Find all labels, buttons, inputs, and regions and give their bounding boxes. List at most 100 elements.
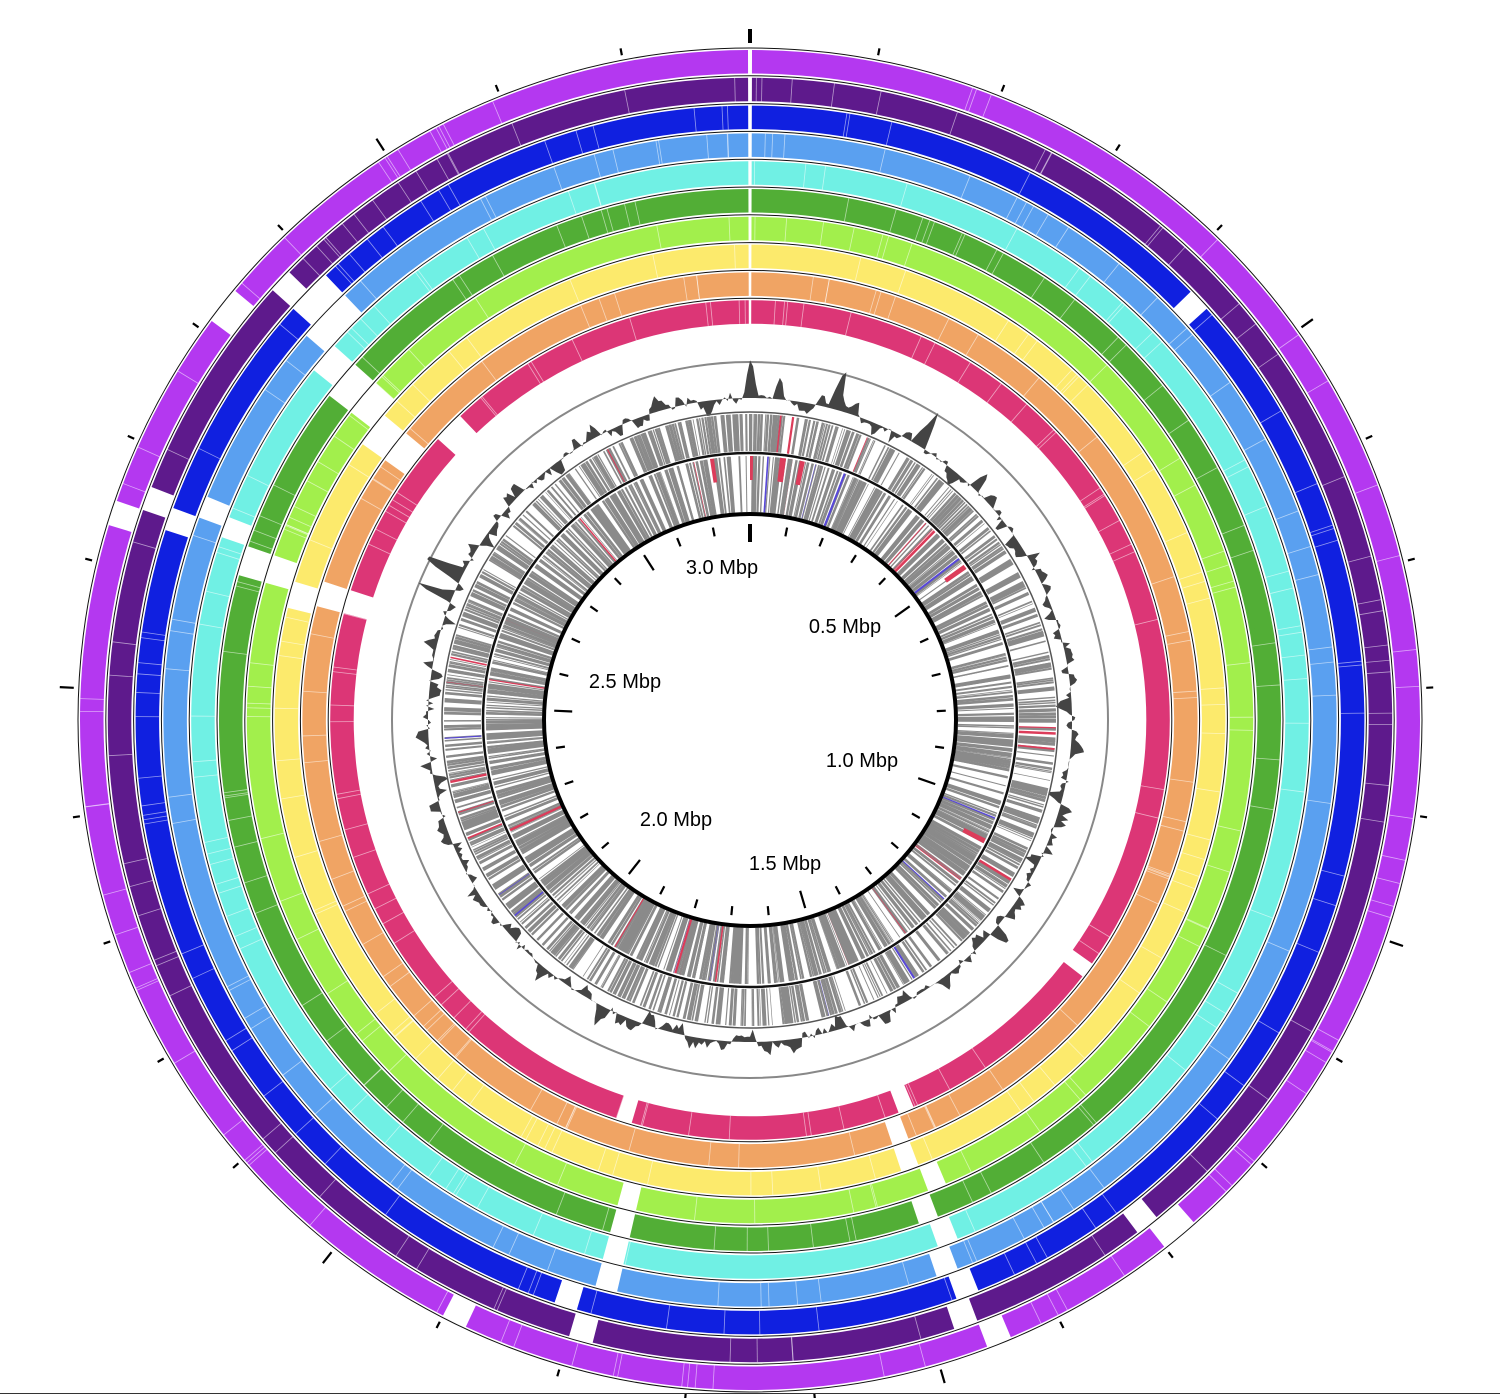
ring-striation: [138, 908, 161, 917]
feature-bar: [594, 951, 616, 985]
feature-bar: [687, 420, 697, 457]
feature-bar: [620, 900, 650, 952]
ring-striation: [553, 167, 563, 190]
feature-bar: [918, 840, 965, 876]
feature-bar: [531, 908, 560, 936]
ring-striation: [1365, 659, 1390, 663]
feature-bar: [816, 423, 829, 460]
ring-striation: [354, 365, 373, 382]
feature-bar: [1014, 663, 1051, 672]
feature-bar: [888, 522, 927, 566]
feature-bar: [767, 456, 774, 513]
ring-striation: [206, 590, 230, 598]
outer-tick: [157, 1057, 165, 1063]
feature-bar: [507, 613, 560, 638]
ring-striation: [1360, 818, 1385, 823]
feature-bar: [759, 927, 764, 984]
ring-striation: [1106, 302, 1123, 321]
feature-bar: [551, 544, 595, 583]
ring-striation: [1179, 571, 1202, 580]
feature-bar: [657, 976, 671, 1013]
ring-striation: [234, 927, 257, 937]
ring-striation: [455, 1174, 469, 1196]
feature-bar: [938, 910, 966, 938]
ring-striation: [260, 832, 284, 840]
ring-striation: [1186, 918, 1209, 929]
ring-segment: [350, 439, 456, 598]
feature-bar: [561, 865, 603, 907]
ring-striation: [492, 255, 505, 277]
feature-bar: [895, 946, 916, 978]
ring-striation: [384, 1125, 401, 1144]
feature-bar: [755, 927, 760, 984]
scale-label-1-0-mbp: 1.0 Mbp: [826, 750, 898, 772]
ring-striation: [887, 296, 896, 320]
feature-bar: [590, 885, 626, 932]
ring-striation: [1278, 631, 1302, 637]
ring-striation: [1252, 642, 1276, 647]
ring-striation: [1130, 1011, 1150, 1027]
ring-striation: [1178, 935, 1200, 947]
feature-bar: [889, 872, 930, 916]
ring-striation: [375, 382, 394, 400]
ring-segment: [949, 615, 1337, 1269]
ring-striation: [782, 301, 785, 326]
ring-striation: [1035, 1236, 1048, 1258]
feature-bar: [833, 428, 846, 465]
feature-bar: [936, 499, 964, 528]
ring-striation: [247, 685, 272, 689]
feature-bar: [692, 922, 707, 979]
feature-bar: [458, 626, 494, 639]
outer-tick: [813, 1393, 816, 1398]
ring-striation: [885, 122, 893, 146]
feature-bar: [486, 737, 543, 744]
ring-striation: [373, 385, 392, 403]
ring-striation: [1193, 314, 1213, 331]
feature-bar: [1002, 813, 1038, 827]
ring-striation: [902, 1261, 910, 1285]
ring-striation: [397, 1169, 412, 1190]
feature-bar: [938, 607, 991, 634]
ring-segment: [207, 335, 325, 506]
ring-striation: [380, 466, 401, 481]
axis-tick: [711, 527, 716, 537]
feature-bar: [1018, 696, 1056, 701]
ring-striation: [1382, 855, 1406, 861]
feature-bar: [828, 976, 841, 1013]
ring-striation: [1376, 555, 1400, 562]
feature-bar: [489, 752, 545, 765]
ring-striation: [349, 415, 369, 431]
ring-striation: [85, 803, 110, 808]
ring-striation: [838, 1106, 845, 1130]
ring-striation: [402, 1103, 419, 1123]
ring-striation: [317, 461, 339, 475]
ring-striation: [437, 1060, 454, 1079]
ring-striation: [1187, 833, 1211, 841]
feature-bar: [542, 554, 588, 592]
ring-striation: [1201, 732, 1226, 735]
feature-bar: [998, 820, 1034, 836]
ring-striation: [738, 300, 741, 324]
feature-bar: [992, 587, 1027, 605]
ring-striation: [1123, 452, 1144, 466]
feature-bar: [912, 847, 959, 884]
feature-bar: [699, 460, 712, 516]
feature-bar: [950, 515, 979, 542]
feature-bar: [700, 460, 714, 516]
feature-bar: [873, 507, 908, 554]
ring-striation: [338, 263, 355, 282]
ring-striation: [706, 134, 709, 159]
ring-striation: [1133, 468, 1154, 482]
feature-bar: [691, 984, 701, 1021]
feature-bar: [604, 498, 637, 547]
feature-bar: [1016, 757, 1054, 765]
feature-bar: [817, 979, 829, 1017]
feature-bar: [957, 697, 1014, 706]
feature-bar: [618, 442, 636, 478]
feature-bar: [479, 576, 513, 595]
ring-striation: [1205, 1000, 1226, 1014]
feature-bar: [574, 468, 597, 500]
feature-bar: [686, 983, 697, 1020]
ring-striation: [1173, 697, 1198, 700]
feature-bar: [674, 423, 686, 460]
